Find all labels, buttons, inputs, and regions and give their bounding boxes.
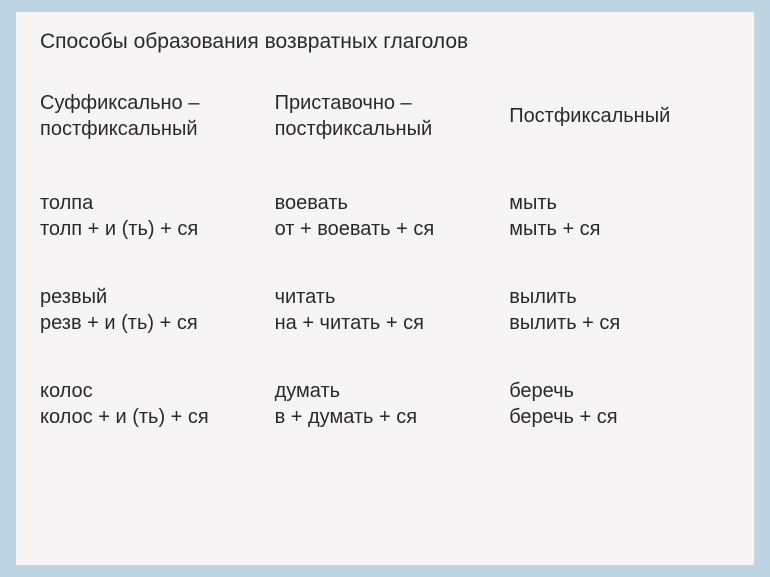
- header-col1-line2: постфиксальный: [40, 116, 271, 142]
- header-col1-line1: Суффиксально –: [40, 90, 271, 116]
- cell: резвый резв + и (ть) + ся: [40, 284, 275, 378]
- table-row: колос колос + и (ть) + ся думать в + дум…: [40, 378, 730, 430]
- example-base: колос: [40, 378, 271, 404]
- cell: толпа толп + и (ть) + ся: [40, 190, 275, 284]
- example-formula: резв + и (ть) + ся: [40, 310, 271, 336]
- example-formula: на + читать + ся: [275, 310, 506, 336]
- example-formula: от + воевать + ся: [275, 216, 506, 242]
- header-row: Суффиксально – постфиксальный Приставочн…: [40, 90, 730, 190]
- example-formula: беречь + ся: [509, 404, 726, 430]
- example-formula: вылить + ся: [509, 310, 726, 336]
- header-col2-line1: Приставочно –: [275, 90, 506, 116]
- example-formula: колос + и (ть) + ся: [40, 404, 271, 430]
- cell: колос колос + и (ть) + ся: [40, 378, 275, 430]
- example-base: резвый: [40, 284, 271, 310]
- example-base: толпа: [40, 190, 271, 216]
- example-formula: в + думать + ся: [275, 404, 506, 430]
- example-base: беречь: [509, 378, 726, 404]
- cell: вылить вылить + ся: [509, 284, 730, 378]
- example-base: воевать: [275, 190, 506, 216]
- slide-card: Способы образования возвратных глаголов …: [15, 11, 755, 566]
- example-base: вылить: [509, 284, 726, 310]
- header-col3: Постфиксальный: [509, 90, 730, 190]
- example-base: мыть: [509, 190, 726, 216]
- example-base: думать: [275, 378, 506, 404]
- header-col2: Приставочно – постфиксальный: [275, 90, 510, 190]
- header-col1: Суффиксально – постфиксальный: [40, 90, 275, 190]
- slide-title: Способы образования возвратных глаголов: [40, 30, 730, 54]
- header-col2-line2: постфиксальный: [275, 116, 506, 142]
- cell: беречь беречь + ся: [509, 378, 730, 430]
- cell: мыть мыть + ся: [509, 190, 730, 284]
- example-formula: толп + и (ть) + ся: [40, 216, 271, 242]
- table-row: резвый резв + и (ть) + ся читать на + чи…: [40, 284, 730, 378]
- content-table: Суффиксально – постфиксальный Приставочн…: [40, 90, 730, 430]
- cell: читать на + читать + ся: [275, 284, 510, 378]
- cell: думать в + думать + ся: [275, 378, 510, 430]
- example-formula: мыть + ся: [509, 216, 726, 242]
- table-row: толпа толп + и (ть) + ся воевать от + во…: [40, 190, 730, 284]
- example-base: читать: [275, 284, 506, 310]
- cell: воевать от + воевать + ся: [275, 190, 510, 284]
- header-col3-text: Постфиксальный: [509, 103, 726, 129]
